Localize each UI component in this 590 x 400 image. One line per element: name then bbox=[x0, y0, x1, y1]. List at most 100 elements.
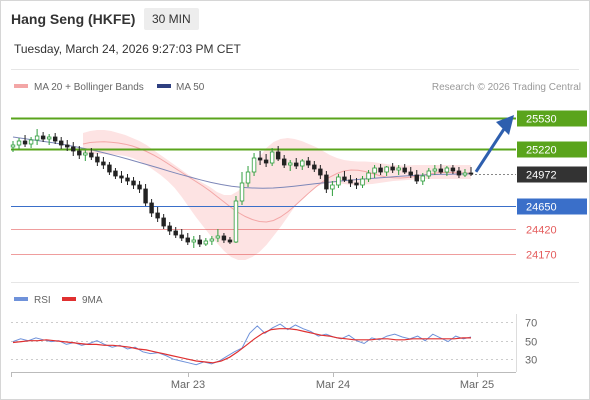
candle-body bbox=[185, 237, 190, 243]
candle-body bbox=[408, 171, 413, 176]
support-label: 24420 bbox=[526, 225, 557, 237]
candle-body bbox=[71, 146, 76, 152]
bollinger-band bbox=[83, 130, 471, 260]
candle-body bbox=[456, 170, 462, 176]
current-price-label: 24972 bbox=[526, 170, 557, 182]
candle-body bbox=[402, 167, 407, 173]
candle-body bbox=[77, 150, 82, 156]
candle-body bbox=[131, 180, 136, 186]
candle-body bbox=[209, 238, 215, 242]
candle-body bbox=[52, 136, 58, 142]
candle-body bbox=[426, 170, 432, 177]
rsi-ma-line bbox=[12, 328, 471, 364]
candle-body bbox=[10, 144, 16, 148]
candle-body bbox=[221, 235, 227, 241]
candle-body bbox=[450, 167, 456, 172]
ma50-legend-swatch bbox=[157, 84, 171, 88]
candle-body bbox=[468, 172, 474, 175]
timestamp: Tuesday, March 24, 2026 9:27:03 PM CET bbox=[14, 42, 241, 56]
candle-body bbox=[173, 230, 178, 236]
candle-body bbox=[113, 170, 118, 177]
rsi-ma-legend-label: 9MA bbox=[82, 295, 103, 306]
candle-body bbox=[197, 239, 203, 245]
rsi-legend-swatch bbox=[14, 297, 28, 301]
timeframe-badge[interactable]: 30 MIN bbox=[144, 8, 199, 30]
time-tick-label: Mar 25 bbox=[460, 379, 494, 391]
rsi-tick-label: 50 bbox=[525, 337, 537, 349]
candle-body bbox=[372, 167, 377, 174]
candle-body bbox=[257, 157, 263, 161]
candle-body bbox=[161, 217, 166, 227]
candle-body bbox=[354, 182, 359, 186]
candle-body bbox=[269, 151, 275, 164]
rsi-line bbox=[12, 323, 472, 366]
candle-body bbox=[40, 135, 46, 140]
rsi-plot: 70 50 30 bbox=[11, 318, 537, 367]
candle-body bbox=[22, 140, 28, 145]
resistance-tag bbox=[517, 110, 587, 127]
candle-body bbox=[281, 158, 287, 166]
candle-body bbox=[306, 160, 311, 166]
candle-body bbox=[414, 174, 419, 182]
ma20-legend-label: MA 20 + Bollinger Bands bbox=[34, 82, 144, 93]
candle-body bbox=[245, 171, 251, 184]
time-axis: Mar 23 Mar 24 Mar 25 bbox=[11, 372, 494, 391]
candle-body bbox=[137, 184, 142, 190]
candle-body bbox=[360, 178, 365, 186]
candle-body bbox=[95, 156, 100, 163]
candle-body bbox=[275, 151, 281, 160]
price-levels: 25530 25220 24972 24650 24420 24170 bbox=[11, 110, 587, 262]
candle-body bbox=[119, 175, 124, 179]
candle-body bbox=[46, 136, 52, 140]
candle-body bbox=[263, 159, 269, 164]
candle-body bbox=[420, 175, 425, 182]
candle-body bbox=[155, 212, 160, 219]
candle-body bbox=[348, 179, 353, 184]
rsi-legend-label: RSI bbox=[34, 295, 51, 306]
candle-body bbox=[28, 139, 34, 145]
candle-body bbox=[330, 184, 335, 190]
rsi-ma-legend-swatch bbox=[62, 297, 76, 301]
candle-body bbox=[239, 182, 245, 202]
candle-body bbox=[101, 161, 106, 166]
candle-body bbox=[288, 162, 293, 166]
candle-body bbox=[125, 177, 130, 182]
candle-body bbox=[324, 174, 329, 190]
candle-body bbox=[462, 172, 468, 176]
resistance-tag bbox=[517, 141, 587, 158]
candle-body bbox=[318, 168, 323, 176]
support-tag bbox=[517, 198, 587, 215]
candle-body bbox=[251, 157, 257, 173]
candle-body bbox=[384, 166, 389, 173]
candle-body bbox=[438, 168, 444, 173]
candle-body bbox=[294, 162, 299, 167]
support-label: 24170 bbox=[526, 250, 557, 262]
candle-body bbox=[16, 140, 22, 146]
candle-body bbox=[215, 235, 221, 239]
candle-body bbox=[390, 166, 395, 171]
forecast-arrowhead bbox=[496, 115, 514, 135]
candle-body bbox=[107, 164, 112, 173]
candle-body bbox=[366, 172, 371, 180]
candles bbox=[10, 115, 514, 248]
candle-body bbox=[312, 164, 317, 170]
candle-body bbox=[179, 234, 184, 239]
ma20-line bbox=[82, 141, 471, 223]
candle-body bbox=[65, 144, 70, 148]
rsi-tick-label: 30 bbox=[525, 355, 537, 367]
candle-body bbox=[227, 239, 233, 243]
candle-body bbox=[378, 167, 383, 173]
forecast-arrow bbox=[474, 128, 506, 173]
candle-body bbox=[203, 240, 209, 245]
candle-body bbox=[300, 160, 305, 167]
ma50-legend-label: MA 50 bbox=[176, 82, 205, 93]
time-tick-label: Mar 24 bbox=[316, 379, 350, 391]
candle-body bbox=[167, 225, 172, 232]
resistance-label: 25530 bbox=[526, 114, 557, 126]
candle-body bbox=[396, 167, 401, 171]
candle-body bbox=[336, 176, 341, 186]
research-credit: Research © 2026 Trading Central bbox=[432, 82, 581, 93]
candle-body bbox=[143, 188, 148, 204]
